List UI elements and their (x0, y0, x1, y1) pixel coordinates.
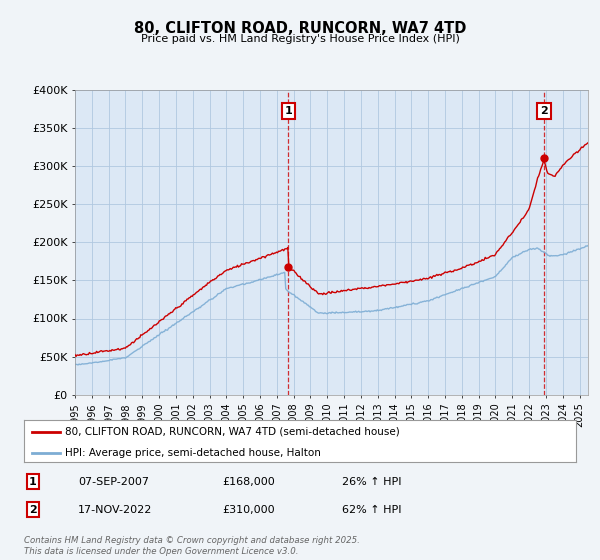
Text: £168,000: £168,000 (222, 477, 275, 487)
Text: Price paid vs. HM Land Registry's House Price Index (HPI): Price paid vs. HM Land Registry's House … (140, 34, 460, 44)
Text: 1: 1 (29, 477, 37, 487)
Text: 07-SEP-2007: 07-SEP-2007 (78, 477, 149, 487)
Text: HPI: Average price, semi-detached house, Halton: HPI: Average price, semi-detached house,… (65, 448, 321, 458)
Text: Contains HM Land Registry data © Crown copyright and database right 2025.
This d: Contains HM Land Registry data © Crown c… (24, 536, 360, 556)
Text: 2: 2 (29, 505, 37, 515)
Text: 2: 2 (540, 106, 548, 116)
Text: 80, CLIFTON ROAD, RUNCORN, WA7 4TD (semi-detached house): 80, CLIFTON ROAD, RUNCORN, WA7 4TD (semi… (65, 427, 400, 437)
Text: 26% ↑ HPI: 26% ↑ HPI (342, 477, 401, 487)
Text: 17-NOV-2022: 17-NOV-2022 (78, 505, 152, 515)
Text: £310,000: £310,000 (222, 505, 275, 515)
Text: 62% ↑ HPI: 62% ↑ HPI (342, 505, 401, 515)
Text: 1: 1 (284, 106, 292, 116)
Text: 80, CLIFTON ROAD, RUNCORN, WA7 4TD: 80, CLIFTON ROAD, RUNCORN, WA7 4TD (134, 21, 466, 36)
